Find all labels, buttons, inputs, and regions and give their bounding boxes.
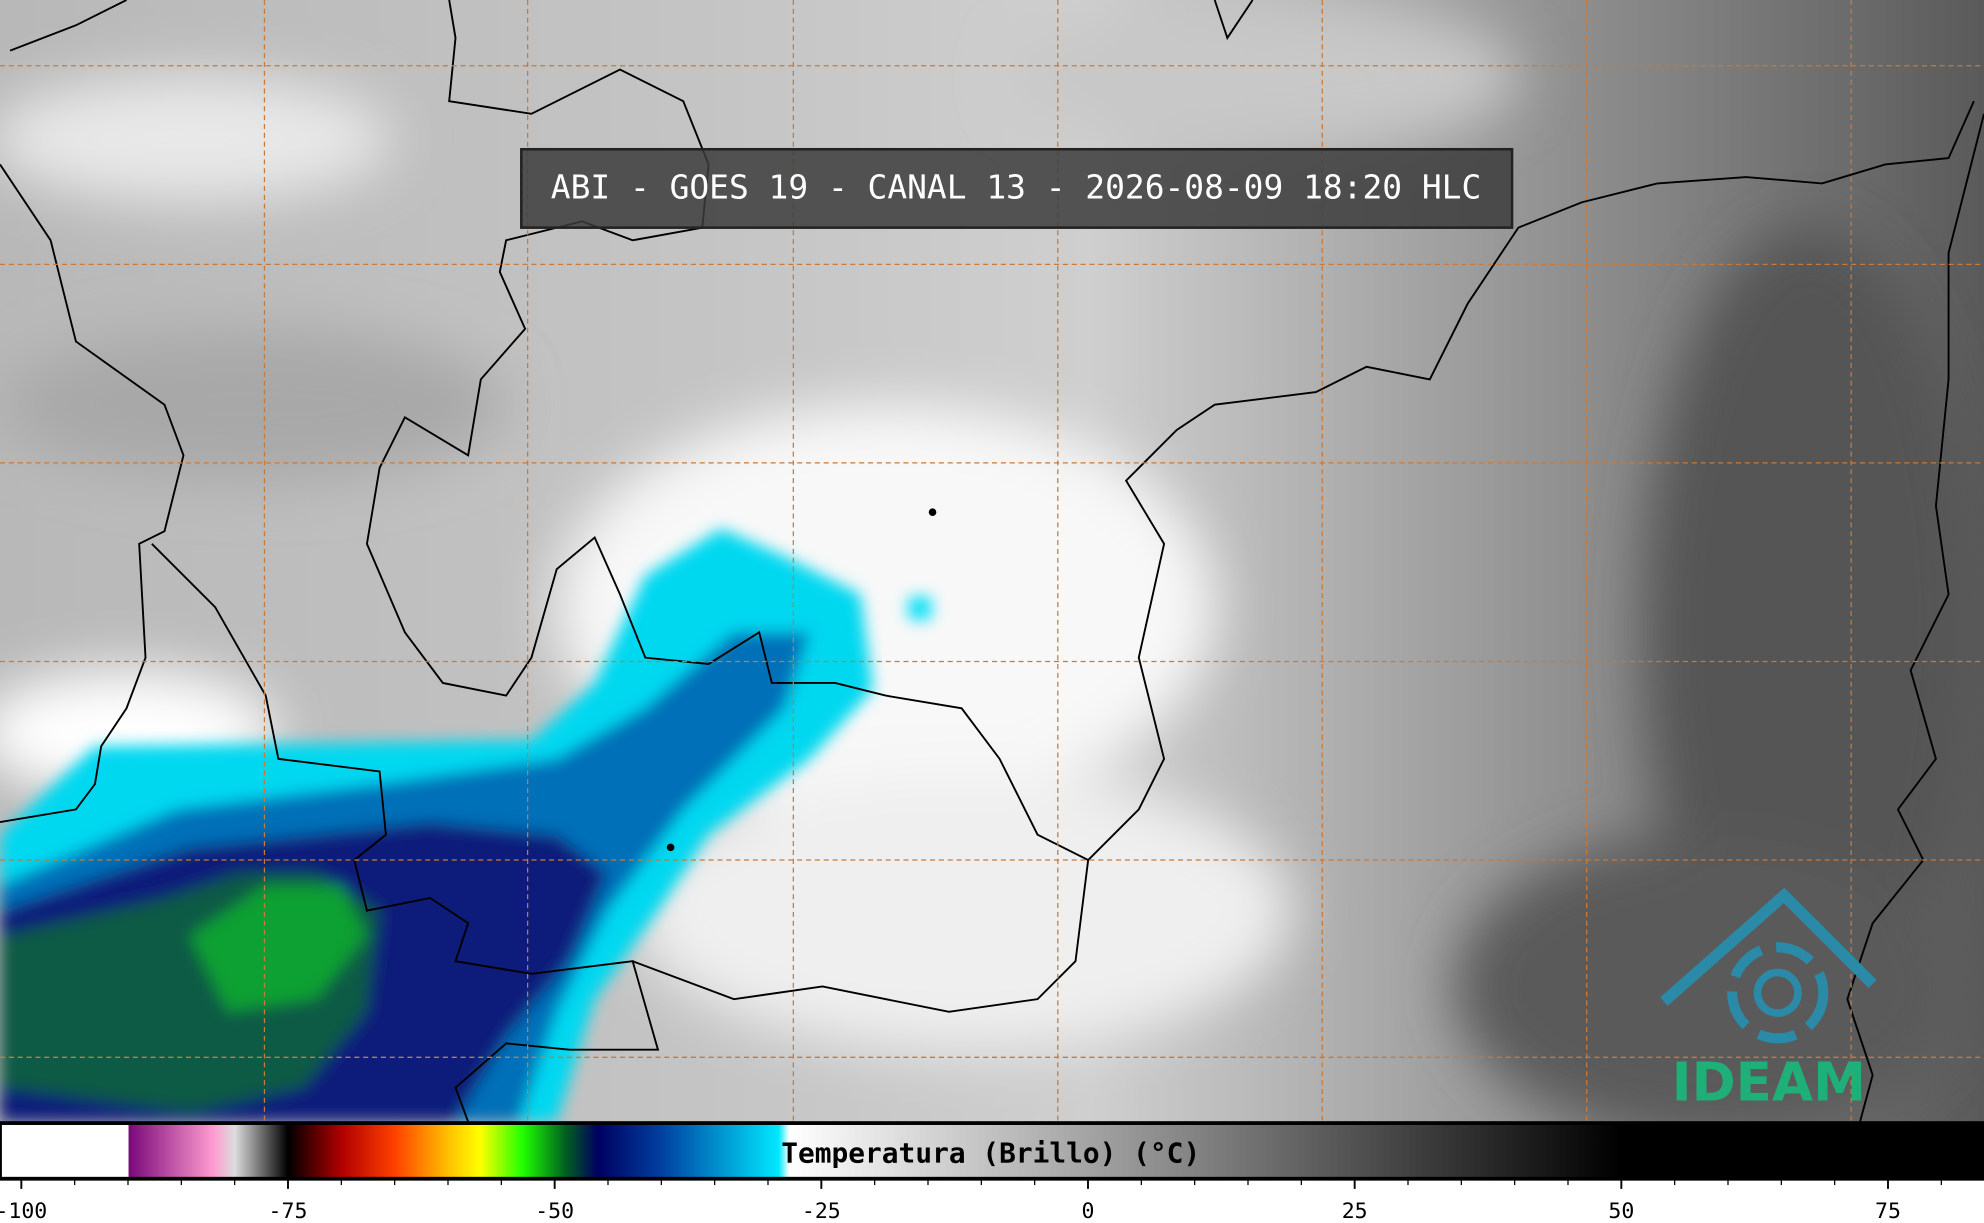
tick-label: 0 <box>1082 1199 1095 1223</box>
tick-label: 75 <box>1875 1199 1901 1223</box>
title-box <box>520 147 1514 229</box>
city-dot <box>928 508 937 517</box>
colorbar-fill <box>0 1121 1984 1181</box>
tick-label: 50 <box>1608 1199 1634 1223</box>
city-dot <box>666 843 675 852</box>
colorbar-label: Temperatura (Brillo) (°C) <box>781 1136 1200 1169</box>
tick-label: -100 <box>0 1199 47 1223</box>
logo: IDEAM <box>1660 887 1877 1113</box>
logo-text: IDEAM <box>1672 1051 1866 1113</box>
tick-label: -25 <box>802 1199 841 1223</box>
colorbar: Temperatura (Brillo) (°C) -100 -75 -50 -25 0 2… <box>0 1121 1984 1223</box>
title: ABI - GOES 19 - CANAL 13 - 2026-08-09 18… <box>551 168 1481 207</box>
tick-label: -75 <box>269 1199 308 1223</box>
tick-label: -50 <box>535 1199 574 1223</box>
tick-label: 25 <box>1342 1199 1368 1223</box>
